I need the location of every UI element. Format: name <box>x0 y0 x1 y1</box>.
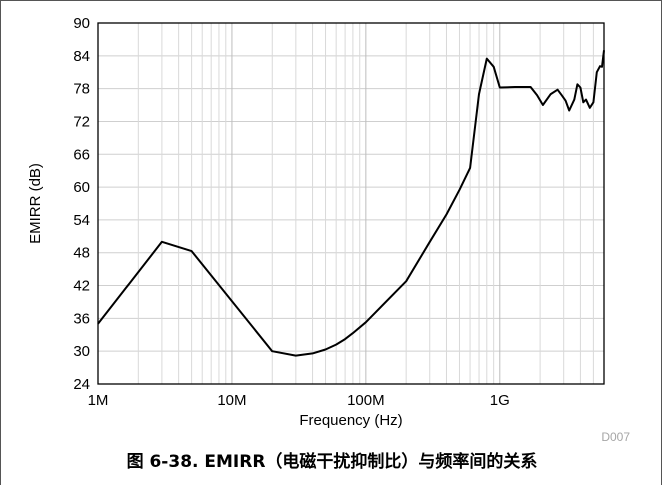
x-axis-label: Frequency (Hz) <box>299 412 402 429</box>
x-tick-label: 10M <box>217 392 246 409</box>
x-tick-labels: 1M 10M 100M 1G <box>88 392 510 409</box>
y-tick-label: 48 <box>73 245 90 262</box>
y-tick-label: 84 <box>73 48 90 65</box>
plot-area-border <box>97 22 605 385</box>
y-tick-labels: 24 30 36 42 48 54 60 66 72 78 84 90 <box>73 15 90 393</box>
y-tick-label: 30 <box>73 343 90 360</box>
x-tick-label: 1M <box>88 392 109 409</box>
y-tick-label: 72 <box>73 113 90 130</box>
y-axis-label: EMIRR (dB) <box>27 163 44 244</box>
y-tick-label: 24 <box>73 376 90 393</box>
y-tick-label: 60 <box>73 179 90 196</box>
series-line-emirr <box>97 50 605 357</box>
y-tick-label: 42 <box>73 278 90 295</box>
y-tick-label: 78 <box>73 81 90 98</box>
y-tick-label: 66 <box>73 146 90 163</box>
figure-caption: 图 6-38. EMIRR（电磁干扰抑制比）与频率间的关系 <box>126 452 538 472</box>
y-tick-label: 90 <box>73 15 90 32</box>
emirr-chart: 24 30 36 42 48 54 60 66 72 78 84 90 1M 10M 100M 1G Fre… <box>27 15 630 444</box>
grid-lines <box>97 22 605 385</box>
figure-code: D007 <box>601 430 630 444</box>
y-tick-label: 54 <box>73 212 90 229</box>
x-tick-label: 100M <box>347 392 385 409</box>
x-tick-label: 1G <box>490 392 510 409</box>
y-tick-label: 36 <box>73 310 90 327</box>
